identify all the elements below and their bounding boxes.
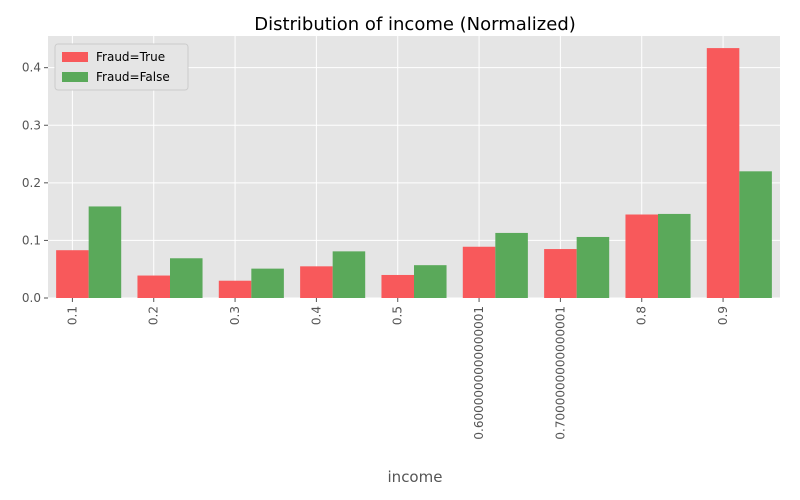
legend-box xyxy=(54,43,189,91)
bar-fraud-true xyxy=(218,280,252,298)
y-tick-label: 0.0 xyxy=(22,291,41,305)
bar-fraud-false xyxy=(658,213,691,298)
x-tick-label: 0.4 xyxy=(309,306,323,325)
legend-swatch xyxy=(62,52,88,62)
bar-fraud-false xyxy=(414,265,447,298)
bar-fraud-true xyxy=(56,250,89,298)
bar-fraud-false xyxy=(170,258,203,298)
bar-fraud-true xyxy=(544,249,577,298)
legend: Fraud=True Fraud=False xyxy=(54,43,189,91)
bar-fraud-true xyxy=(462,246,496,298)
bar-fraud-false xyxy=(576,236,610,298)
x-tick-label: 0.7000000000000001 xyxy=(553,306,567,440)
y-tick-label: 0.1 xyxy=(22,233,41,247)
bar-fraud-false xyxy=(332,251,366,298)
bar-fraud-true xyxy=(137,275,170,298)
bar-fraud-true xyxy=(300,266,333,298)
bar-fraud-false xyxy=(88,206,122,298)
y-ticks: 0.0 0.1 0.2 0.3 0.4 xyxy=(22,61,48,305)
legend-label: Fraud=False xyxy=(96,70,170,84)
legend-swatch xyxy=(62,72,88,82)
x-tick-label: 0.2 xyxy=(147,306,161,325)
bar-fraud-true xyxy=(625,214,658,298)
y-tick-label: 0.3 xyxy=(22,118,41,132)
chart-title: Distribution of income (Normalized) xyxy=(254,14,576,35)
x-tick-label: 0.1 xyxy=(65,306,79,325)
x-tick-label: 0.9 xyxy=(716,306,730,325)
bar-fraud-false xyxy=(495,232,528,298)
bars xyxy=(56,48,772,298)
legend-label: Fraud=True xyxy=(96,50,165,64)
x-tick-label: 0.5 xyxy=(391,306,405,325)
x-ticks: 0.1 0.2 0.3 0.4 0.5 0.6000000000000001 0.70000… xyxy=(65,298,730,440)
bar-fraud-true xyxy=(706,48,740,298)
bar-fraud-false xyxy=(251,268,284,298)
x-axis-label: income xyxy=(388,468,443,486)
x-tick-label: 0.8 xyxy=(635,306,649,325)
y-tick-label: 0.2 xyxy=(22,176,41,190)
x-tick-label: 0.3 xyxy=(228,306,242,325)
bar-fraud-true xyxy=(381,274,414,298)
y-tick-label: 0.4 xyxy=(22,61,41,75)
x-tick-label: 0.6000000000000001 xyxy=(472,306,486,440)
bar-fraud-false xyxy=(739,171,772,298)
